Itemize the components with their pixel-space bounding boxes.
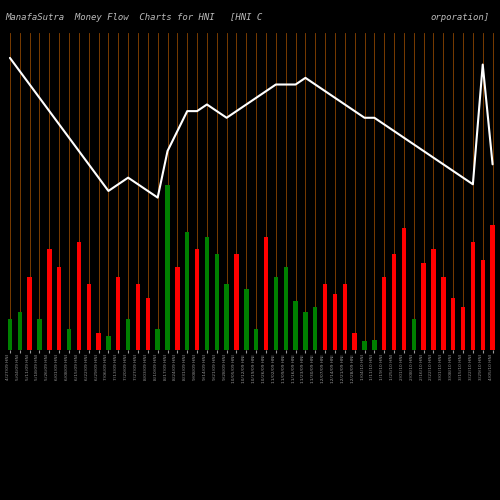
Bar bbox=[175, 266, 180, 350]
Bar bbox=[284, 266, 288, 350]
Bar bbox=[156, 329, 160, 350]
Bar bbox=[264, 237, 268, 350]
Bar bbox=[303, 312, 308, 350]
Bar bbox=[185, 232, 190, 350]
Bar bbox=[461, 306, 465, 350]
Bar bbox=[274, 277, 278, 350]
Bar bbox=[382, 277, 386, 350]
Bar bbox=[441, 277, 446, 350]
Bar bbox=[195, 249, 200, 350]
Bar bbox=[214, 254, 219, 350]
Bar bbox=[166, 185, 170, 350]
Text: ManafaSutra  Money Flow  Charts for HNI: ManafaSutra Money Flow Charts for HNI bbox=[5, 12, 214, 22]
Bar bbox=[470, 242, 475, 350]
Bar bbox=[146, 298, 150, 350]
Bar bbox=[362, 342, 366, 350]
Bar bbox=[67, 329, 71, 350]
Bar bbox=[254, 329, 258, 350]
Bar bbox=[86, 284, 91, 350]
Bar bbox=[352, 332, 357, 350]
Bar bbox=[412, 318, 416, 350]
Bar bbox=[422, 263, 426, 350]
Bar bbox=[204, 237, 209, 350]
Text: orporation]: orporation] bbox=[430, 12, 489, 22]
Bar bbox=[313, 306, 318, 350]
Bar bbox=[76, 242, 81, 350]
Bar bbox=[323, 284, 328, 350]
Bar bbox=[57, 266, 62, 350]
Bar bbox=[451, 298, 456, 350]
Text: [HNI C: [HNI C bbox=[230, 12, 262, 22]
Bar bbox=[28, 277, 32, 350]
Bar bbox=[8, 318, 12, 350]
Bar bbox=[490, 225, 495, 350]
Bar bbox=[294, 302, 298, 350]
Bar bbox=[116, 277, 120, 350]
Bar bbox=[480, 260, 485, 350]
Bar bbox=[234, 254, 238, 350]
Bar bbox=[372, 340, 376, 350]
Bar bbox=[38, 318, 42, 350]
Bar bbox=[18, 312, 22, 350]
Bar bbox=[342, 284, 347, 350]
Bar bbox=[244, 289, 248, 350]
Bar bbox=[224, 284, 229, 350]
Bar bbox=[106, 336, 110, 350]
Bar bbox=[402, 228, 406, 350]
Bar bbox=[432, 249, 436, 350]
Bar bbox=[47, 249, 52, 350]
Bar bbox=[136, 284, 140, 350]
Bar bbox=[96, 332, 101, 350]
Bar bbox=[126, 318, 130, 350]
Bar bbox=[392, 254, 396, 350]
Bar bbox=[333, 294, 337, 350]
